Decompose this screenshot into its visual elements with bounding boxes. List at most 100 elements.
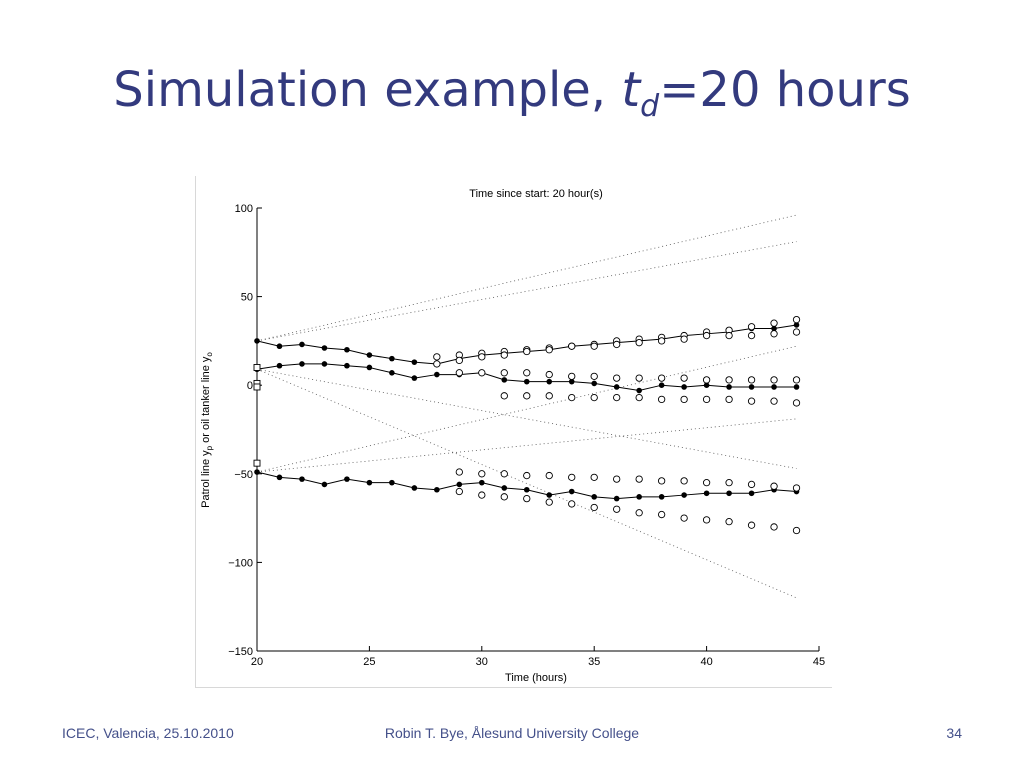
y-label-sub-o: o <box>205 352 214 357</box>
trajectory-point <box>276 362 283 369</box>
prediction-point <box>680 477 688 485</box>
trajectory-point <box>748 490 755 497</box>
prediction-point <box>523 392 531 400</box>
trajectory-point <box>411 359 418 365</box>
y-tick-label: 0 <box>247 380 253 392</box>
y-label-part-1: Patrol line y <box>200 450 212 508</box>
trajectory-point <box>748 384 755 390</box>
trajectory-point <box>366 364 373 371</box>
prediction-point <box>702 331 711 340</box>
axes-layer: 20 25 30 35 40 45 −150 −100 −50 0 50 100 <box>228 203 825 668</box>
prediction-point <box>613 505 621 513</box>
trajectory-point <box>344 346 350 353</box>
prediction-point <box>747 323 756 331</box>
prediction-point <box>725 331 733 340</box>
trajectory-line <box>256 324 797 365</box>
trajectory-point <box>411 485 418 491</box>
prediction-point <box>590 503 598 512</box>
y-label-sub-p: p <box>205 445 214 450</box>
projection-line <box>256 241 797 342</box>
prediction-point <box>500 493 508 501</box>
y-axis-label: Patrol line yp or oil tanker line yo <box>200 352 214 508</box>
trajectory-point <box>568 488 575 495</box>
prediction-point <box>680 374 688 382</box>
title-prefix: Simulation example, <box>113 62 622 118</box>
prediction-point <box>523 494 531 503</box>
trajectory-point <box>389 369 395 376</box>
prediction-point <box>702 516 711 524</box>
trajectory-point <box>636 387 642 394</box>
prediction-point <box>747 376 756 384</box>
trajectory-point <box>434 371 440 378</box>
trajectory-point <box>344 362 350 369</box>
footer-author: Robin T. Bye, Ålesund University College <box>384 725 640 741</box>
prediction-point <box>590 473 598 481</box>
prediction-point <box>478 470 486 478</box>
trajectory-point <box>299 476 305 482</box>
trajectory-point <box>591 494 597 500</box>
x-tick-label: 45 <box>813 656 825 668</box>
prediction-point <box>770 523 778 531</box>
trajectory-point <box>726 384 732 390</box>
prediction-point <box>770 482 778 490</box>
prediction-point <box>747 331 756 340</box>
trajectory-point <box>434 486 440 493</box>
trajectory-line <box>256 363 797 392</box>
trajectory-point <box>321 481 328 488</box>
prediction-point <box>657 477 666 485</box>
prediction-point <box>500 369 508 377</box>
prediction-point <box>635 339 643 347</box>
prediction-point <box>770 330 778 338</box>
prediction-point <box>568 393 576 402</box>
prediction-point <box>657 374 666 382</box>
prediction-point <box>792 328 801 336</box>
prediction-point <box>500 470 508 478</box>
y-tick-label: −100 <box>228 557 253 569</box>
prediction-point <box>590 393 598 402</box>
trajectory-point <box>456 481 463 488</box>
trajectory-point <box>546 492 553 498</box>
prediction-point <box>590 342 598 350</box>
footer-event: ICEC, Valencia, 25.10.2010 <box>62 725 234 741</box>
prediction-point <box>455 356 463 365</box>
chart-frame <box>195 176 832 688</box>
prediction-point <box>635 393 643 402</box>
prediction-point <box>500 351 508 359</box>
prediction-point <box>770 397 778 405</box>
trajectory-point <box>771 325 777 332</box>
prediction-point <box>680 395 688 404</box>
trajectory-point <box>703 382 710 388</box>
prediction-point <box>613 393 621 402</box>
slide-title: Simulation example, td=20 hours <box>0 62 1024 124</box>
y-tick-label: −50 <box>234 469 253 481</box>
prediction-point <box>433 360 441 368</box>
prediction-point <box>747 480 756 489</box>
simulation-chart: 20 25 30 35 40 45 −150 −100 −50 0 50 100 Time since… <box>200 188 825 684</box>
y-label-part-2: or oil tanker line y <box>200 356 212 446</box>
prediction-point <box>545 392 553 400</box>
projection-line <box>256 214 797 342</box>
prediction-point <box>702 395 711 404</box>
trajectory-point <box>299 341 305 348</box>
trajectory-point <box>613 384 620 390</box>
trajectory-point <box>366 352 373 358</box>
prediction-point <box>792 484 801 492</box>
trajectory-point <box>344 476 350 482</box>
prediction-point <box>770 376 778 384</box>
prediction-point <box>455 487 463 496</box>
markers-layer <box>253 364 261 467</box>
prediction-point <box>545 471 553 480</box>
prediction-point <box>478 353 486 361</box>
prediction-point <box>545 498 553 506</box>
trajectory-point <box>254 469 260 475</box>
prediction-point <box>613 340 621 349</box>
trajectory-point <box>276 343 283 350</box>
trajectory-point <box>658 382 665 388</box>
prediction-point <box>545 370 553 379</box>
y-tick-label: 50 <box>241 292 253 304</box>
prediction-point <box>523 369 531 377</box>
prediction-point <box>523 347 531 356</box>
projection-line <box>256 345 797 473</box>
trajectory-point <box>254 338 260 344</box>
title-suffix: =20 hours <box>659 62 911 118</box>
